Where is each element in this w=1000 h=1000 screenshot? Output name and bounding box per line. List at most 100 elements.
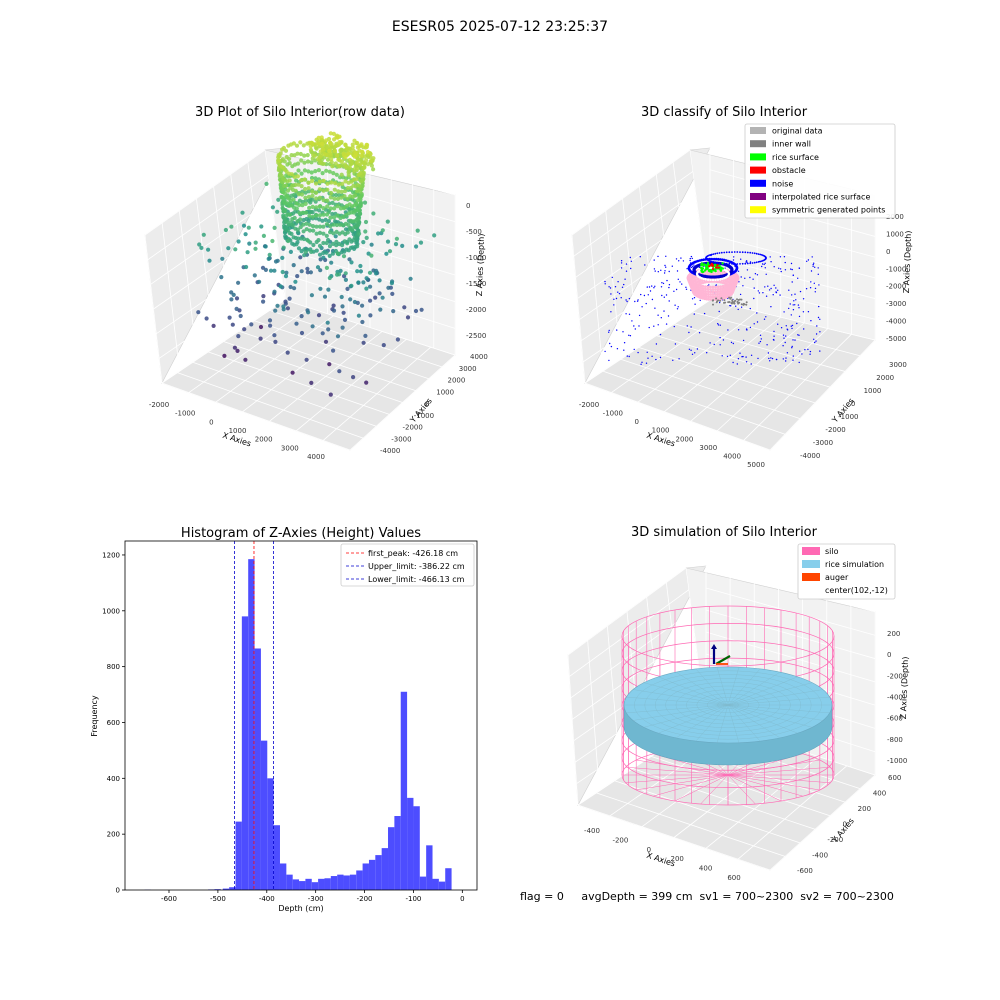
legend-label: auger — [825, 573, 849, 582]
scatter-point — [293, 279, 298, 284]
inner-wall-point — [706, 278, 710, 281]
noise-point — [819, 318, 821, 320]
noise-point — [693, 297, 696, 299]
scatter-point — [299, 184, 304, 189]
rice-surface-point — [704, 263, 707, 267]
scatter-point — [355, 269, 360, 274]
scatter-point — [283, 301, 288, 306]
scatter-point — [349, 161, 354, 166]
histogram-bar — [445, 868, 452, 890]
tick-label: 600 — [888, 774, 901, 782]
scatter-point — [377, 291, 382, 296]
noise-point — [785, 360, 787, 362]
scatter-point — [327, 244, 332, 249]
scatter-point — [223, 227, 228, 233]
noise-point — [653, 268, 656, 270]
scatter-point — [319, 135, 324, 140]
histogram-bar — [324, 878, 331, 890]
scatter-point — [339, 159, 344, 164]
noise-point — [661, 294, 663, 297]
scatter-point — [306, 180, 311, 185]
scatter-point — [352, 177, 357, 182]
scatter-point — [301, 229, 306, 234]
scatter-point — [317, 230, 323, 235]
scatter-point — [272, 289, 277, 294]
scatter-point — [333, 161, 338, 166]
floor-grid-line — [620, 358, 801, 419]
noise-point — [791, 324, 794, 327]
rice-mesh-spoke — [727, 704, 781, 739]
scatter-point — [328, 206, 333, 211]
scatter-point — [321, 178, 326, 183]
tick-label: -2000 — [403, 424, 423, 432]
noise-point — [794, 293, 796, 295]
left-grid-line — [622, 198, 639, 348]
rice-mesh-spoke — [727, 704, 824, 721]
noise-point — [790, 268, 792, 270]
noise-point — [725, 262, 728, 265]
tick-label: 0 — [634, 418, 638, 426]
inner-wall-point — [709, 272, 712, 276]
noise-point — [756, 312, 758, 314]
noise-point — [682, 260, 685, 262]
inner-wall-point — [711, 290, 715, 294]
inner-wall-point — [714, 285, 717, 289]
inner-wall-point — [716, 292, 719, 296]
histogram-bar — [375, 855, 382, 890]
noise-point — [668, 270, 670, 273]
histogram-bar — [356, 870, 363, 890]
rice-mesh-spoke — [675, 671, 729, 706]
scatter-point — [290, 370, 295, 375]
legend-swatch — [802, 573, 820, 581]
inner-wall-point — [733, 302, 735, 305]
left-grid-line — [655, 174, 675, 324]
histogram-bar — [299, 881, 306, 890]
noise-point — [636, 300, 639, 302]
tick-labels: -400-2000200400600-600-400-2000200400600… — [584, 630, 907, 882]
rice-mesh-spoke — [727, 704, 740, 743]
y-tick-label: 800 — [107, 663, 120, 671]
rice-mesh-spoke — [643, 704, 729, 728]
silo-spoke — [700, 774, 729, 805]
scatter-point — [346, 151, 351, 156]
floor-grid-line — [690, 322, 805, 422]
scatter-point — [232, 345, 237, 350]
noise-point — [665, 266, 667, 268]
back-grid-line — [709, 299, 876, 341]
scatter-point — [236, 280, 241, 285]
scatter-point — [292, 215, 297, 221]
noise-point — [779, 294, 781, 296]
y-tick-label: 600 — [107, 719, 120, 727]
scatter-point — [293, 188, 298, 193]
silo-spoke — [727, 774, 804, 797]
noise-point — [786, 352, 789, 354]
tick-label: -400 — [812, 852, 828, 860]
scatter-point — [364, 142, 369, 147]
legend-label: center(102,-12) — [825, 586, 888, 595]
scatter-point — [320, 331, 325, 336]
scatter-point — [267, 252, 272, 257]
scatter-point — [285, 306, 290, 311]
noise-point — [798, 361, 800, 364]
scatter-point — [317, 224, 323, 229]
tick-label: 0 — [647, 846, 651, 854]
scatter-point — [302, 168, 307, 173]
noise-point — [745, 361, 748, 363]
noise-point — [608, 329, 610, 332]
noise-point — [749, 261, 752, 263]
scatter-point — [316, 141, 321, 146]
rice-mesh-spoke — [716, 704, 729, 743]
left-grid-line — [147, 174, 269, 260]
noise-point — [614, 286, 617, 288]
noise-point — [772, 338, 775, 341]
noise-point — [663, 310, 665, 312]
noise-point — [672, 359, 674, 361]
scatter-point — [245, 250, 250, 255]
noise-point — [665, 294, 668, 296]
scatter-point — [326, 287, 331, 292]
noise-point — [791, 281, 793, 283]
noise-point — [745, 260, 748, 262]
panel-raw-3d: 3D Plot of Silo Interior(row data) -2000… — [144, 105, 488, 461]
scatter-point — [347, 165, 352, 170]
noise-point — [798, 315, 801, 318]
